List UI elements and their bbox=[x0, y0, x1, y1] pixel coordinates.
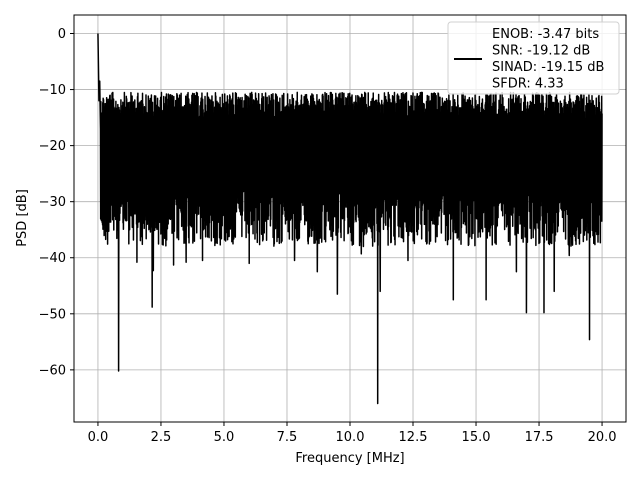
y-axis-ticks: 0 −10 −20 −30 −40 −50 −60 bbox=[39, 27, 74, 378]
x-tick-label: 10.0 bbox=[336, 430, 365, 445]
legend-entry-line: SNR: -19.12 dB bbox=[492, 44, 590, 59]
x-tick-label: 17.5 bbox=[525, 430, 554, 445]
x-tick-label: 20.0 bbox=[588, 430, 617, 445]
psd-series-line bbox=[97, 33, 603, 405]
legend-box bbox=[447, 21, 620, 95]
y-axis-label: PSD [dB] bbox=[15, 189, 30, 247]
y-tick-label: 0 bbox=[58, 27, 66, 42]
plot-area bbox=[97, 33, 603, 405]
x-tick-label: 15.0 bbox=[462, 430, 491, 445]
legend-entry-line: SFDR: 4.33 bbox=[492, 77, 564, 92]
x-tick-label: 7.5 bbox=[277, 430, 298, 445]
x-axis-label: Frequency [MHz] bbox=[295, 451, 404, 466]
x-tick-label: 0.0 bbox=[88, 430, 109, 445]
x-tick-label: 5.0 bbox=[214, 430, 235, 445]
x-axis-ticks: 0.0 2.5 5.0 7.5 10.0 12.5 15.0 17.5 20.0 bbox=[88, 422, 617, 445]
y-tick-label: −50 bbox=[39, 307, 66, 322]
legend-entry-line: ENOB: -3.47 bits bbox=[492, 27, 599, 42]
y-tick-label: −10 bbox=[39, 83, 66, 98]
y-tick-label: −30 bbox=[39, 195, 66, 210]
y-tick-label: −60 bbox=[39, 363, 66, 378]
x-tick-label: 2.5 bbox=[151, 430, 172, 445]
x-tick-label: 12.5 bbox=[399, 430, 428, 445]
y-tick-label: −40 bbox=[39, 251, 66, 266]
y-tick-label: −20 bbox=[39, 139, 66, 154]
legend-entry-line: SINAD: -19.15 dB bbox=[492, 60, 604, 75]
